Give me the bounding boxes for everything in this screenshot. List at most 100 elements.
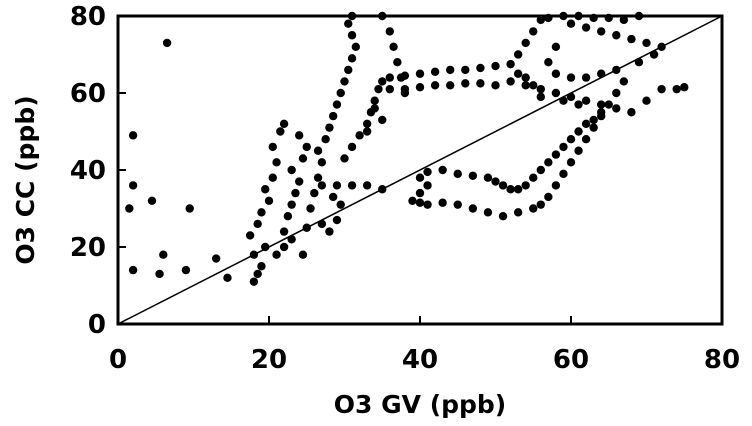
data-point (536, 200, 545, 209)
data-point (253, 219, 262, 229)
data-point (261, 185, 270, 194)
data-point (498, 212, 508, 221)
data-point (147, 196, 157, 205)
data-point (253, 269, 262, 279)
data-point (295, 131, 304, 140)
data-point (536, 84, 545, 94)
data-point (317, 158, 327, 167)
data-point (415, 173, 425, 182)
y-tick-label: 20 (70, 233, 106, 263)
data-point (453, 200, 462, 209)
data-point (536, 165, 545, 175)
data-point (574, 127, 583, 136)
data-point (513, 208, 523, 217)
data-point (551, 42, 561, 51)
data-point (566, 135, 576, 144)
data-point (340, 154, 349, 163)
data-point (506, 185, 515, 194)
data-point (415, 188, 425, 198)
data-point (389, 42, 398, 51)
y-tick-label: 0 (88, 310, 106, 340)
data-point (581, 73, 591, 82)
y-axis-label-group: O3 CC (ppb) (11, 95, 40, 264)
data-point (581, 96, 591, 105)
data-point (268, 173, 277, 182)
data-point (332, 215, 342, 225)
data-point (483, 208, 493, 217)
data-point (351, 42, 361, 51)
data-point (566, 19, 576, 28)
data-point (559, 169, 568, 179)
data-point (536, 15, 545, 25)
data-point (287, 165, 296, 175)
data-point (551, 88, 561, 98)
data-point (340, 77, 349, 86)
data-point (385, 27, 394, 36)
data-point (551, 181, 561, 190)
data-point (317, 181, 327, 190)
data-point (257, 208, 266, 217)
data-point (336, 200, 345, 209)
data-point (597, 27, 606, 36)
data-point (415, 83, 425, 92)
data-point (438, 165, 447, 175)
data-point (559, 142, 568, 152)
data-point (415, 69, 425, 78)
data-point (415, 198, 425, 207)
data-point (680, 83, 689, 92)
data-point (468, 204, 478, 213)
data-point (423, 181, 432, 190)
data-point (408, 196, 417, 205)
data-point (362, 181, 372, 190)
data-point (491, 81, 500, 90)
data-point (483, 173, 493, 182)
data-point (347, 54, 357, 63)
data-point (162, 38, 172, 48)
data-point (325, 123, 334, 132)
data-point (378, 115, 387, 125)
data-point (642, 38, 651, 48)
data-point (279, 227, 289, 236)
data-point (268, 142, 277, 152)
data-point (385, 84, 394, 94)
data-point (181, 265, 191, 275)
data-point (370, 104, 379, 113)
data-point (446, 81, 455, 90)
data-point (328, 192, 338, 202)
data-point (313, 146, 323, 155)
data-point (302, 142, 311, 152)
data-point (355, 131, 364, 140)
data-point (536, 92, 545, 102)
data-point (223, 273, 232, 282)
data-point (612, 104, 621, 113)
data-point (491, 61, 500, 71)
data-point (506, 59, 515, 69)
data-point (279, 119, 289, 128)
data-point (159, 250, 168, 259)
data-point (370, 96, 379, 105)
data-point (597, 108, 606, 117)
one-to-one-line (117, 15, 723, 325)
data-point (344, 65, 353, 75)
data-point (264, 196, 274, 205)
y-axis-label: O3 CC (ppb) (11, 95, 40, 264)
data-point (295, 177, 304, 186)
data-point (612, 31, 621, 40)
data-point (362, 119, 372, 128)
data-point (332, 100, 342, 109)
data-point (185, 204, 194, 213)
data-point (551, 150, 561, 159)
data-point (400, 84, 410, 94)
data-point (249, 277, 259, 286)
data-point (529, 81, 538, 90)
data-point (332, 181, 342, 190)
data-point (276, 127, 285, 136)
data-point (551, 69, 561, 78)
data-point (521, 73, 530, 82)
data-point (287, 200, 296, 209)
data-point (581, 135, 591, 144)
data-point (430, 81, 440, 90)
data-point (261, 242, 270, 252)
data-point (325, 227, 334, 236)
